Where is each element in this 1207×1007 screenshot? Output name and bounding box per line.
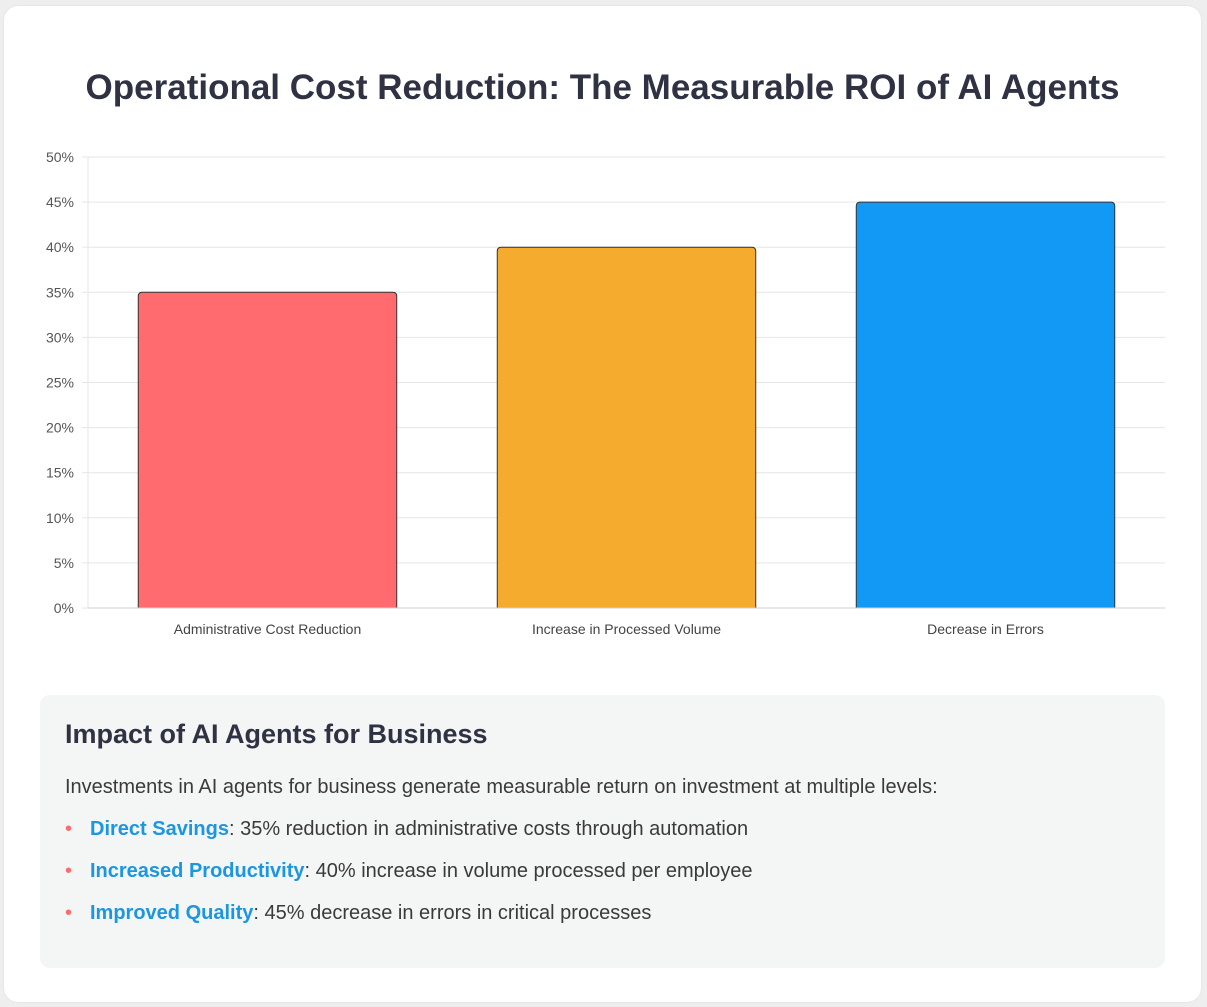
bar-1 (496, 246, 757, 609)
bar-chart-svg: 0% 5% 10% 15% 20% 25% 30% 35% 40% 45% 50% Administr… (46, 149, 1165, 637)
impact-intro: Investments in AI agents for business ge… (65, 776, 938, 798)
list-item: • Increased Productivity: 40% increase i… (65, 859, 753, 901)
highlight-improved-quality: Improved Quality (90, 902, 254, 924)
y-tick-label: 0% (54, 600, 74, 616)
bar-0 (137, 291, 398, 609)
bar-2 (855, 201, 1116, 609)
highlight-increased-productivity: Increased Productivity (90, 860, 305, 882)
item-text: : 45% decrease in errors in critical pro… (253, 902, 652, 924)
list-item: • Improved Quality: 45% decrease in erro… (65, 901, 753, 943)
y-tick-label: 40% (46, 239, 74, 255)
item-text: : 40% increase in volume processed per e… (304, 860, 753, 882)
chart-title: Operational Cost Reduction: The Measurab… (85, 68, 1120, 107)
y-tick-label: 20% (46, 420, 74, 436)
y-tick-label: 10% (46, 510, 74, 526)
y-tick-label: 15% (46, 465, 74, 481)
y-tick-label: 50% (46, 149, 74, 165)
x-category-label: Decrease in Errors (927, 621, 1044, 637)
list-item: • Direct Savings: 35% reduction in admin… (65, 817, 753, 859)
item-text: : 35% reduction in administrative costs … (228, 818, 749, 840)
y-tick-label: 25% (46, 375, 74, 391)
impact-list: • Direct Savings: 35% reduction in admin… (65, 817, 753, 943)
y-tick-label: 45% (46, 194, 74, 210)
y-tick-label: 35% (46, 284, 74, 300)
highlight-direct-savings: Direct Savings (90, 818, 229, 840)
impact-heading: Impact of AI Agents for Business (65, 719, 488, 749)
bullet-icon: • (65, 860, 73, 882)
x-category-label: Increase in Processed Volume (532, 621, 721, 637)
y-tick-label: 30% (46, 329, 74, 345)
impact-info-box: Impact of AI Agents for Business Investm… (40, 695, 1165, 968)
chart-card: Operational Cost Reduction: The Measurab… (4, 6, 1201, 1002)
bullet-icon: • (65, 818, 73, 840)
bullet-icon: • (65, 902, 73, 924)
x-category-label: Administrative Cost Reduction (174, 621, 362, 637)
y-tick-label: 5% (54, 555, 74, 571)
